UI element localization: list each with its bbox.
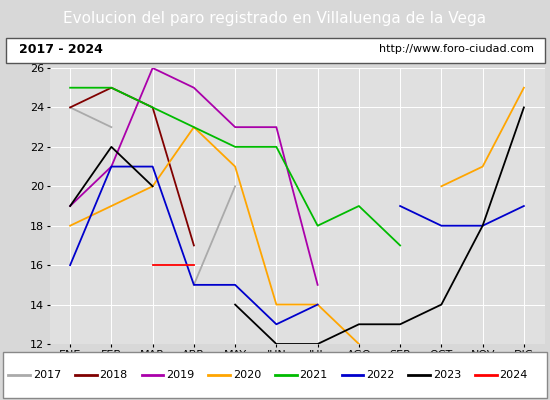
FancyBboxPatch shape	[6, 38, 544, 62]
Text: 2017 - 2024: 2017 - 2024	[19, 43, 103, 56]
Text: 2020: 2020	[233, 370, 261, 380]
Text: 2021: 2021	[300, 370, 328, 380]
Text: 2019: 2019	[166, 370, 194, 380]
Text: 2018: 2018	[100, 370, 128, 380]
Text: 2017: 2017	[32, 370, 61, 380]
Text: 2024: 2024	[499, 370, 528, 380]
Text: 2023: 2023	[433, 370, 461, 380]
Text: Evolucion del paro registrado en Villaluenga de la Vega: Evolucion del paro registrado en Villalu…	[63, 10, 487, 26]
Text: http://www.foro-ciudad.com: http://www.foro-ciudad.com	[378, 44, 534, 54]
FancyBboxPatch shape	[3, 352, 547, 398]
Text: 2022: 2022	[366, 370, 394, 380]
